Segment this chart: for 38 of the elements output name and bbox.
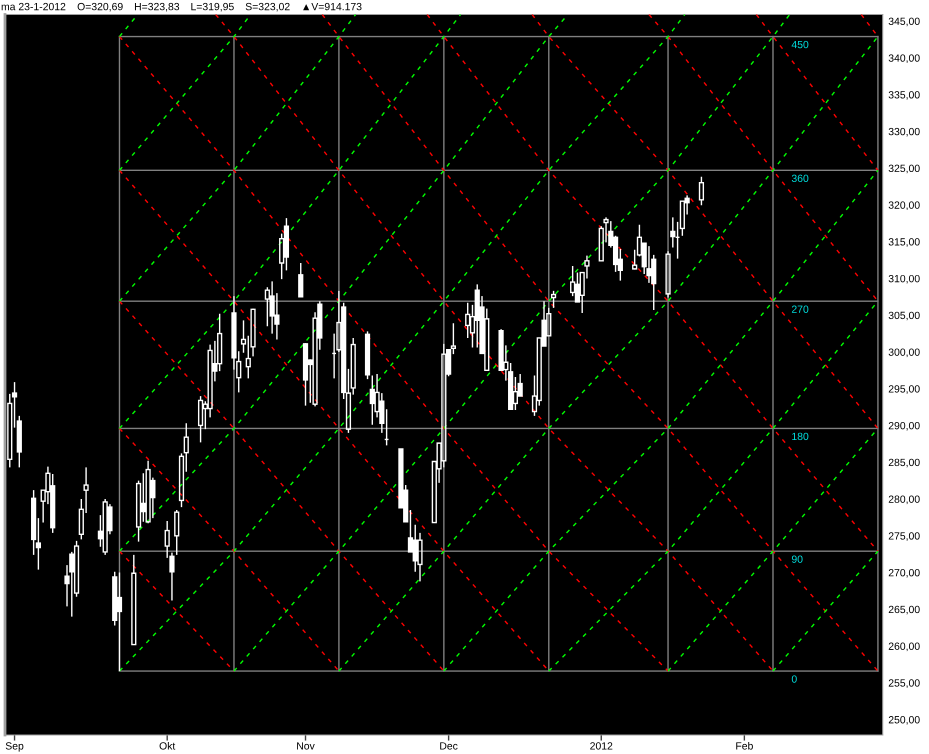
y-tick-label: 285,00 — [888, 458, 920, 468]
series-label: 270 — [792, 306, 808, 313]
x-tick-label: Nov — [297, 742, 315, 750]
text: H=323,83 — [134, 2, 180, 12]
y-tick-label: 280,00 — [888, 496, 920, 504]
y-tick-label: 345,00 — [888, 18, 920, 26]
series-label: 0 — [792, 675, 797, 683]
x-tick-label: Sep — [6, 742, 24, 752]
text: ▲V=914.173 — [303, 2, 362, 10]
y-tick-label: 330,00 — [888, 128, 920, 137]
y-tick-label: 250,00 — [888, 716, 920, 725]
series-label: 450 — [792, 40, 808, 48]
x-tick-label: Feb — [736, 742, 753, 750]
series-label: 90 — [792, 556, 803, 563]
y-tick-label: 315,00 — [888, 238, 920, 247]
text: ma 23-1-2012 — [2, 2, 66, 10]
y-tick-label: 295,00 — [888, 385, 920, 394]
y-tick-label: 335,00 — [888, 91, 920, 100]
y-tick-label: 260,00 — [888, 642, 920, 652]
y-tick-label: 290,00 — [888, 422, 920, 431]
y-tick-label: 310,00 — [888, 274, 920, 284]
series-label: 180 — [792, 432, 808, 440]
text: S=323,02 — [246, 2, 290, 12]
y-tick-label: 275,00 — [888, 532, 920, 541]
text: O=320,69 — [78, 2, 123, 12]
y-tick-label: 270,00 — [888, 569, 920, 578]
x-tick-label: 2012 — [590, 742, 612, 750]
y-tick-label: 255,00 — [888, 679, 920, 688]
y-tick-label: 300,00 — [888, 348, 920, 358]
text: L=319,95 — [191, 2, 234, 12]
x-tick-label: Okt — [160, 742, 176, 750]
y-tick-label: 305,00 — [888, 312, 920, 320]
x-tick-label: Dec — [440, 742, 458, 750]
y-tick-label: 325,00 — [888, 164, 920, 174]
y-tick-label: 265,00 — [888, 606, 920, 614]
series-label: 360 — [792, 174, 808, 182]
y-tick-label: 340,00 — [888, 54, 920, 63]
y-tick-label: 320,00 — [888, 201, 920, 210]
